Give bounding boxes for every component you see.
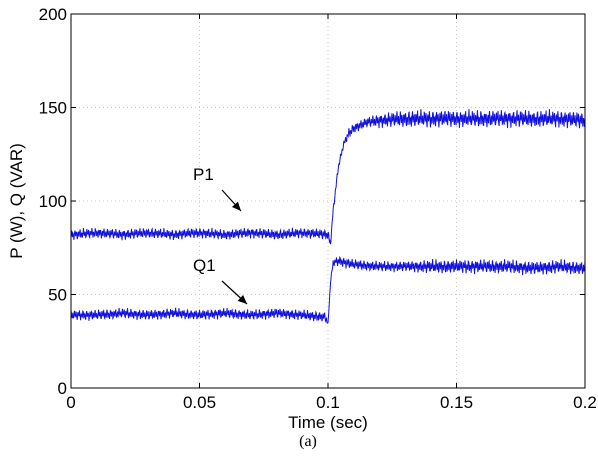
ticks: 0 0.05 0.1 0.15 0.2 0 50 100 150 200 xyxy=(39,5,597,412)
y-tick-label: 0 xyxy=(58,379,67,398)
x-tick-label: 0 xyxy=(66,393,75,412)
x-tick-label: 0.1 xyxy=(316,393,340,412)
y-tick-label: 200 xyxy=(39,5,67,24)
annotation-q1: Q1 xyxy=(193,256,216,275)
y-tick-label: 50 xyxy=(48,286,67,305)
y-axis-label: P (W), Q (VAR) xyxy=(7,143,26,259)
annotation-arrowhead-q1 xyxy=(237,294,247,304)
grid xyxy=(71,14,585,388)
annotation-p1: P1 xyxy=(193,165,214,184)
x-tick-label: 0.05 xyxy=(183,393,216,412)
x-tick-label: 0.2 xyxy=(573,393,597,412)
y-tick-label: 150 xyxy=(39,99,67,118)
series-line-p1 xyxy=(70,109,586,245)
annotation-arrowhead-p1 xyxy=(231,201,241,211)
series-line-q1 xyxy=(70,256,586,324)
figure-caption: (a) xyxy=(299,433,317,450)
x-axis-label: Time (sec) xyxy=(288,413,368,432)
annotations: P1 Q1 xyxy=(193,165,248,305)
y-tick-label: 100 xyxy=(39,192,67,211)
x-tick-label: 0.15 xyxy=(440,393,473,412)
plot-lines xyxy=(70,109,586,324)
